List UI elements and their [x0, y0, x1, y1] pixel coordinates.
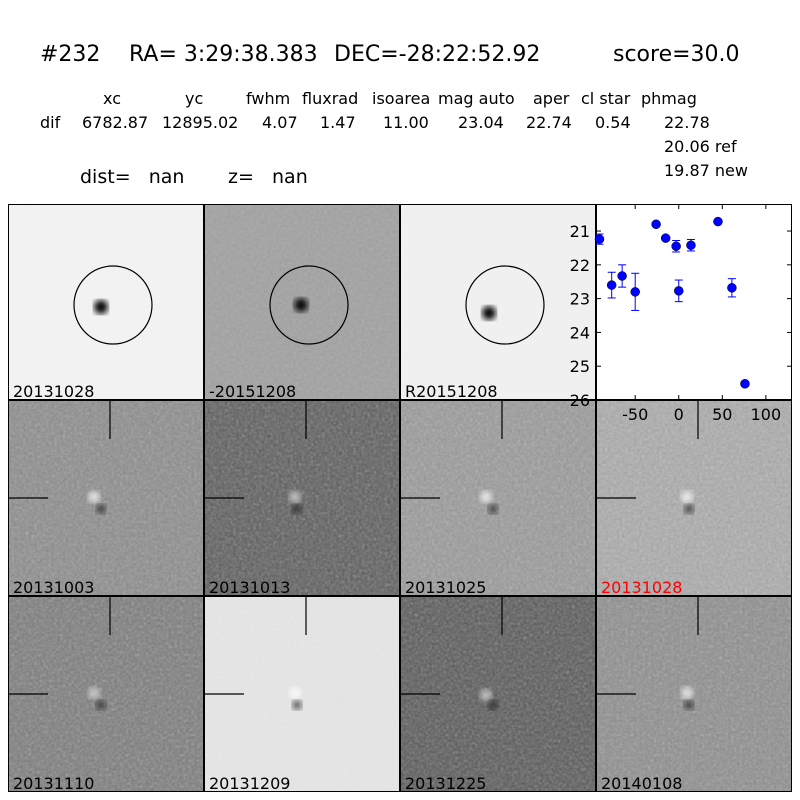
candidate-id: #232 — [40, 42, 101, 67]
row-label: dif — [40, 113, 61, 132]
image-stamp: 20131110 — [8, 596, 204, 792]
y-tick-label: 21 — [570, 222, 590, 241]
column-value: 0.54 — [595, 113, 631, 132]
column-header: isoarea — [372, 89, 431, 108]
score: score=30.0 — [613, 42, 740, 67]
column-header: fluxrad — [302, 89, 359, 108]
x-tick-label: 100 — [751, 405, 782, 424]
image-stamp: -20151208 — [204, 204, 400, 400]
data-point — [740, 379, 750, 389]
x-tick-label: -50 — [622, 405, 648, 424]
column-value: 4.07 — [262, 113, 298, 132]
stamp-date-label: 20131225 — [405, 774, 487, 792]
data-point — [630, 272, 640, 311]
image-stamp: 20131013 — [204, 400, 400, 596]
dist-value: dist= nan — [80, 166, 185, 188]
data-point — [606, 271, 617, 299]
stamp-date-label: 20140108 — [601, 774, 683, 792]
image-stamp: 20131028 — [596, 400, 792, 596]
image-stamp: 20131028 — [8, 204, 204, 400]
data-point — [686, 238, 696, 252]
ra-coordinate: RA= 3:29:38.383 — [129, 42, 318, 67]
y-tick-label: 25 — [570, 357, 590, 376]
data-point — [671, 239, 681, 253]
stamp-date-label: 20131028 — [601, 578, 683, 596]
column-value: 1.47 — [320, 113, 356, 132]
new-mag: 19.87 new — [664, 161, 748, 180]
data-point — [674, 279, 684, 303]
ref-mag: 20.06 ref — [664, 137, 737, 156]
y-tick-label: 23 — [570, 290, 590, 309]
column-header: phmag — [641, 89, 697, 108]
data-point — [651, 219, 661, 230]
stamp-date-label: 20131110 — [13, 774, 95, 792]
image-stamp: 20140108 — [596, 596, 792, 792]
stamp-date-label: R20151208 — [405, 382, 498, 400]
image-stamp: 20131003 — [8, 400, 204, 596]
column-value: 22.74 — [526, 113, 572, 132]
stamp-date-label: 20131028 — [13, 382, 95, 400]
column-value: 22.78 — [664, 113, 710, 132]
column-header: aper — [533, 89, 570, 108]
column-value: 23.04 — [458, 113, 504, 132]
column-value: 11.00 — [383, 113, 429, 132]
column-header: fwhm — [246, 89, 291, 108]
column-header: xc — [103, 89, 121, 108]
data-point — [713, 216, 723, 227]
y-tick-label: 24 — [570, 323, 590, 342]
column-header: yc — [185, 89, 204, 108]
stamp-date-label: 20131013 — [209, 578, 291, 596]
stamp-date-label: -20151208 — [209, 382, 297, 400]
stamp-date-label: 20131003 — [13, 578, 95, 596]
y-tick-label: 26 — [570, 391, 590, 410]
stamp-date-label: 20131209 — [209, 774, 291, 792]
image-stamp: 20131225 — [400, 596, 596, 792]
z-value: z= nan — [228, 166, 308, 188]
column-header: mag auto — [438, 89, 515, 108]
dec-coordinate: DEC=-28:22:52.92 — [334, 42, 541, 67]
x-tick-label: 0 — [674, 405, 684, 424]
x-tick-label: 50 — [712, 405, 732, 424]
image-stamp: 20131209 — [204, 596, 400, 792]
stamp-date-label: 20131025 — [405, 578, 487, 596]
data-point — [660, 233, 671, 243]
column-value: 12895.02 — [162, 113, 239, 132]
data-point — [617, 264, 627, 288]
image-stamp: 20131025 — [400, 400, 596, 596]
column-header: cl star — [581, 89, 631, 108]
data-point — [727, 278, 737, 298]
image-stamp: R20151208 — [400, 204, 596, 400]
column-value: 6782.87 — [82, 113, 149, 132]
light-curve-plot: -50 0 50 100 21 22 23 24 25 26 — [570, 204, 792, 424]
y-tick-label: 22 — [570, 256, 590, 275]
data-point — [594, 233, 605, 245]
